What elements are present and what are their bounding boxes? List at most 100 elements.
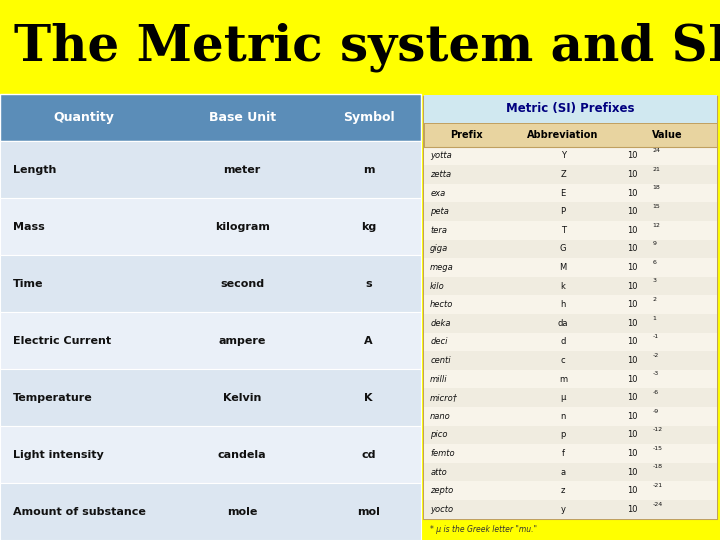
- Text: -6: -6: [653, 390, 659, 395]
- Text: zetta: zetta: [430, 170, 451, 179]
- Text: Z: Z: [560, 170, 566, 179]
- Text: 10: 10: [627, 319, 638, 328]
- Bar: [0, 426, 421, 483]
- Text: 10: 10: [627, 430, 638, 440]
- Text: p: p: [560, 430, 566, 440]
- Text: 10: 10: [627, 300, 638, 309]
- Bar: [424, 184, 717, 202]
- Text: mega: mega: [430, 263, 454, 272]
- Text: cd: cd: [361, 450, 376, 460]
- Bar: [0, 369, 421, 426]
- Bar: [0, 141, 421, 198]
- Text: Symbol: Symbol: [343, 111, 395, 124]
- Text: M: M: [559, 263, 567, 272]
- Bar: [424, 444, 717, 463]
- Text: 10: 10: [627, 486, 638, 495]
- Text: 10: 10: [627, 282, 638, 291]
- Text: atto: atto: [430, 468, 447, 477]
- Text: Electric Current: Electric Current: [13, 336, 111, 346]
- Text: 10: 10: [627, 151, 638, 160]
- Text: 3: 3: [653, 279, 657, 284]
- Text: f: f: [562, 449, 564, 458]
- Bar: [424, 351, 717, 370]
- Text: Temperature: Temperature: [13, 393, 92, 403]
- Text: Base Unit: Base Unit: [209, 111, 276, 124]
- Text: Mass: Mass: [13, 222, 45, 232]
- Bar: [424, 295, 717, 314]
- Text: -21: -21: [653, 483, 663, 488]
- Text: micro†: micro†: [430, 393, 458, 402]
- Text: 6: 6: [653, 260, 657, 265]
- Text: -1: -1: [653, 334, 659, 339]
- Text: -3: -3: [653, 372, 659, 376]
- Text: 10: 10: [627, 505, 638, 514]
- Bar: [0, 312, 421, 369]
- Bar: [424, 94, 717, 124]
- Bar: [0, 94, 421, 141]
- Text: 10: 10: [627, 375, 638, 383]
- Bar: [0, 255, 421, 312]
- Text: Quantity: Quantity: [54, 111, 114, 124]
- Text: da: da: [558, 319, 568, 328]
- Text: Length: Length: [13, 165, 56, 175]
- Text: 10: 10: [627, 263, 638, 272]
- Text: deci: deci: [430, 338, 448, 347]
- Text: n: n: [560, 412, 566, 421]
- Text: Abbreviation: Abbreviation: [528, 130, 599, 140]
- Text: 10: 10: [627, 356, 638, 365]
- Text: zepto: zepto: [430, 486, 454, 495]
- Text: y: y: [561, 505, 566, 514]
- Text: candela: candela: [218, 450, 266, 460]
- Text: centi: centi: [430, 356, 451, 365]
- Text: kilogram: kilogram: [215, 222, 269, 232]
- Text: Metric (SI) Prefixes: Metric (SI) Prefixes: [506, 103, 635, 116]
- Text: kilo: kilo: [430, 282, 445, 291]
- Text: -12: -12: [653, 427, 663, 432]
- Text: kg: kg: [361, 222, 376, 232]
- Text: 10: 10: [627, 449, 638, 458]
- Text: mol: mol: [357, 507, 380, 517]
- Text: m: m: [363, 165, 374, 175]
- Bar: [424, 221, 717, 240]
- Text: 10: 10: [627, 245, 638, 253]
- Bar: [424, 258, 717, 277]
- Text: yotta: yotta: [430, 151, 452, 160]
- Text: 10: 10: [627, 468, 638, 477]
- Text: Value: Value: [652, 130, 683, 140]
- Text: μ: μ: [560, 393, 566, 402]
- Text: Kelvin: Kelvin: [223, 393, 261, 403]
- Text: K: K: [364, 393, 373, 403]
- Bar: [424, 147, 717, 165]
- Bar: [424, 333, 717, 351]
- Text: a: a: [561, 468, 566, 477]
- Bar: [424, 124, 717, 147]
- Text: E: E: [560, 188, 566, 198]
- Text: nano: nano: [430, 412, 451, 421]
- Bar: [0, 483, 421, 540]
- Text: yocto: yocto: [430, 505, 454, 514]
- Text: Time: Time: [13, 279, 43, 289]
- Text: 10: 10: [627, 393, 638, 402]
- Text: Prefix: Prefix: [450, 130, 482, 140]
- Text: s: s: [365, 279, 372, 289]
- Text: 21: 21: [653, 167, 661, 172]
- Bar: [424, 426, 717, 444]
- Text: A: A: [364, 336, 373, 346]
- Text: 10: 10: [627, 226, 638, 235]
- Text: 18: 18: [653, 185, 660, 191]
- Text: hecto: hecto: [430, 300, 454, 309]
- Text: G: G: [560, 245, 567, 253]
- Bar: [424, 314, 717, 333]
- Text: 15: 15: [653, 204, 660, 209]
- Text: 24: 24: [653, 148, 661, 153]
- Bar: [424, 388, 717, 407]
- Text: peta: peta: [430, 207, 449, 216]
- Text: k: k: [561, 282, 566, 291]
- Text: -9: -9: [653, 409, 659, 414]
- Text: milli: milli: [430, 375, 448, 383]
- Text: 10: 10: [627, 170, 638, 179]
- Text: -24: -24: [653, 502, 663, 507]
- Bar: [0, 198, 421, 255]
- Bar: [424, 202, 717, 221]
- Bar: [424, 370, 717, 388]
